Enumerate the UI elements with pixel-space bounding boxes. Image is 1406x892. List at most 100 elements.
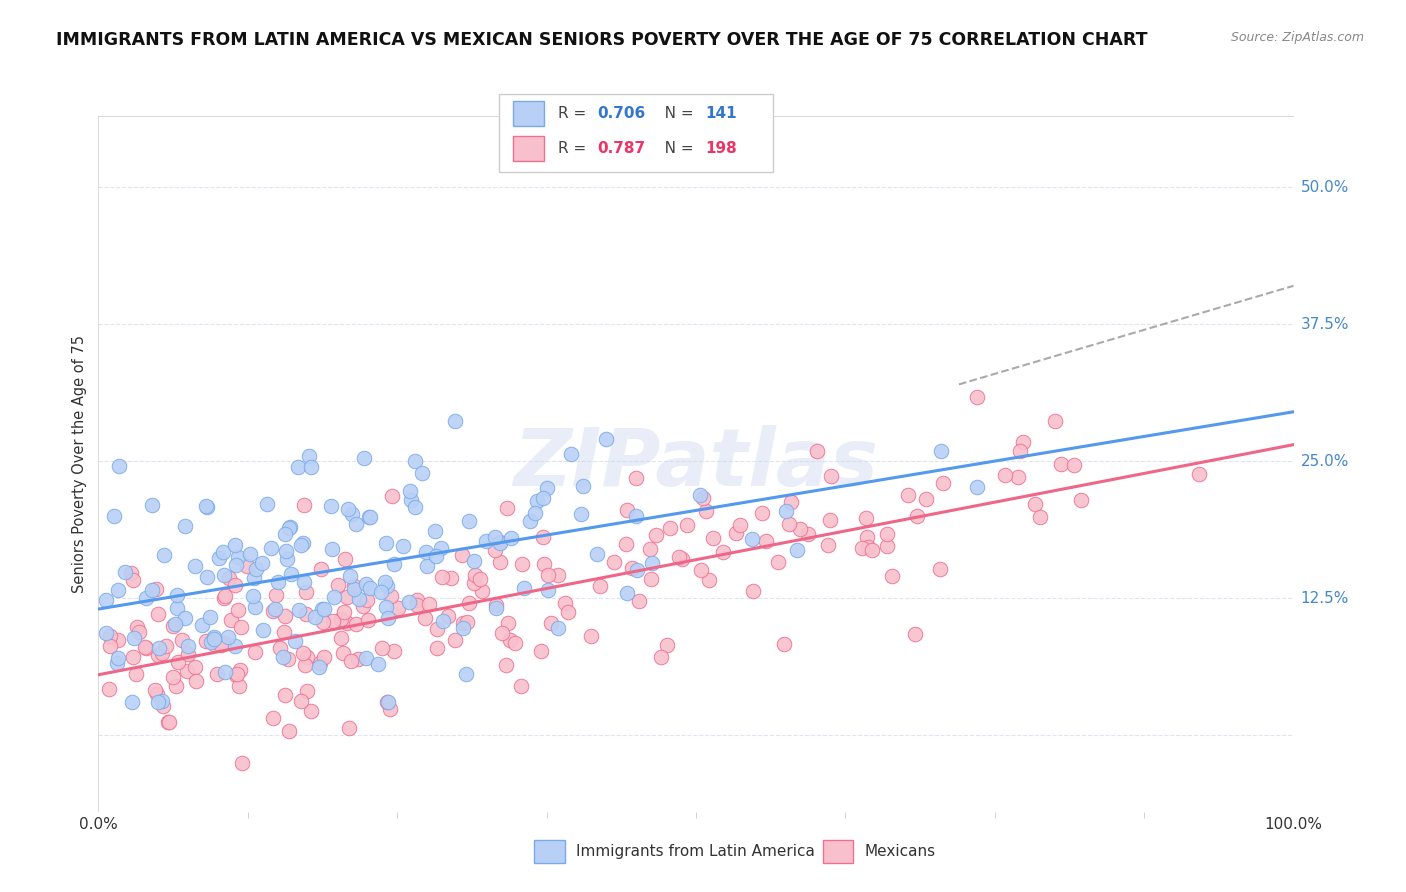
Point <box>200 635 222 649</box>
Point <box>354 576 377 591</box>
Point <box>207 666 229 681</box>
Point <box>145 582 167 597</box>
Point <box>242 589 264 603</box>
Point <box>378 701 401 715</box>
Point <box>689 488 711 502</box>
Point <box>880 569 903 583</box>
Point <box>496 616 519 631</box>
Point <box>356 613 378 627</box>
Point <box>162 670 184 684</box>
Point <box>292 498 315 512</box>
Point <box>370 584 392 599</box>
Point <box>225 558 247 572</box>
Point <box>329 631 352 645</box>
Point <box>457 514 479 528</box>
Point <box>491 625 513 640</box>
Point <box>416 558 439 573</box>
Point <box>496 500 519 515</box>
Point <box>772 637 794 651</box>
Point <box>274 527 297 541</box>
Point <box>531 491 554 506</box>
Point <box>243 600 266 615</box>
Point <box>1070 493 1092 508</box>
Point <box>778 516 800 531</box>
Point <box>184 660 207 674</box>
Point <box>291 646 314 660</box>
Point <box>202 630 225 644</box>
Point <box>339 569 361 583</box>
Point <box>122 650 145 665</box>
Point <box>204 637 226 651</box>
Point <box>214 665 236 680</box>
Text: N =: N = <box>650 142 697 156</box>
Point <box>128 625 150 640</box>
Point <box>451 549 474 563</box>
Point <box>287 460 309 475</box>
Point <box>228 679 250 693</box>
Point <box>262 604 284 618</box>
Point <box>614 537 637 551</box>
Text: R =: R = <box>558 142 592 156</box>
Point <box>218 571 240 585</box>
Point <box>440 571 463 585</box>
Point <box>426 640 449 655</box>
Point <box>224 538 246 552</box>
Point <box>354 650 377 665</box>
Point <box>103 508 125 523</box>
Point <box>122 631 145 645</box>
Point <box>333 605 356 619</box>
Point <box>217 630 239 644</box>
Point <box>312 615 335 629</box>
Point <box>510 558 533 572</box>
Point <box>603 555 626 569</box>
Point <box>98 639 121 653</box>
Point <box>94 593 117 607</box>
Point <box>797 527 820 541</box>
Point <box>105 657 128 671</box>
Point <box>191 617 214 632</box>
Point <box>359 510 381 524</box>
Point <box>512 581 534 595</box>
Point <box>280 520 302 534</box>
Point <box>856 530 879 544</box>
Point <box>231 756 253 770</box>
Point <box>755 534 778 549</box>
Point <box>165 617 187 632</box>
Point <box>377 610 399 624</box>
Point <box>644 528 666 542</box>
Point <box>818 512 841 526</box>
Point <box>489 555 512 569</box>
Point <box>294 607 316 622</box>
Point <box>276 551 298 566</box>
Point <box>536 481 558 495</box>
Point <box>153 548 176 562</box>
Point <box>775 504 797 518</box>
Point <box>121 573 143 587</box>
Point <box>134 640 156 654</box>
Point <box>432 570 454 584</box>
Point <box>226 603 249 617</box>
Point <box>274 688 297 702</box>
Point <box>931 443 953 458</box>
Point <box>432 614 454 628</box>
Point <box>194 633 217 648</box>
Point <box>485 600 508 615</box>
Point <box>152 698 174 713</box>
Point <box>359 509 381 524</box>
Point <box>537 567 560 582</box>
Point <box>148 695 170 709</box>
Point <box>209 638 232 652</box>
Point <box>186 674 208 689</box>
Point <box>299 459 322 474</box>
Point <box>375 579 398 593</box>
Point <box>742 583 765 598</box>
Point <box>276 543 298 558</box>
Point <box>146 648 169 662</box>
Point <box>267 575 290 590</box>
Point <box>789 522 811 536</box>
Point <box>176 647 198 661</box>
Point <box>107 651 129 665</box>
Point <box>135 591 157 606</box>
Point <box>312 602 335 616</box>
Point <box>540 615 562 630</box>
